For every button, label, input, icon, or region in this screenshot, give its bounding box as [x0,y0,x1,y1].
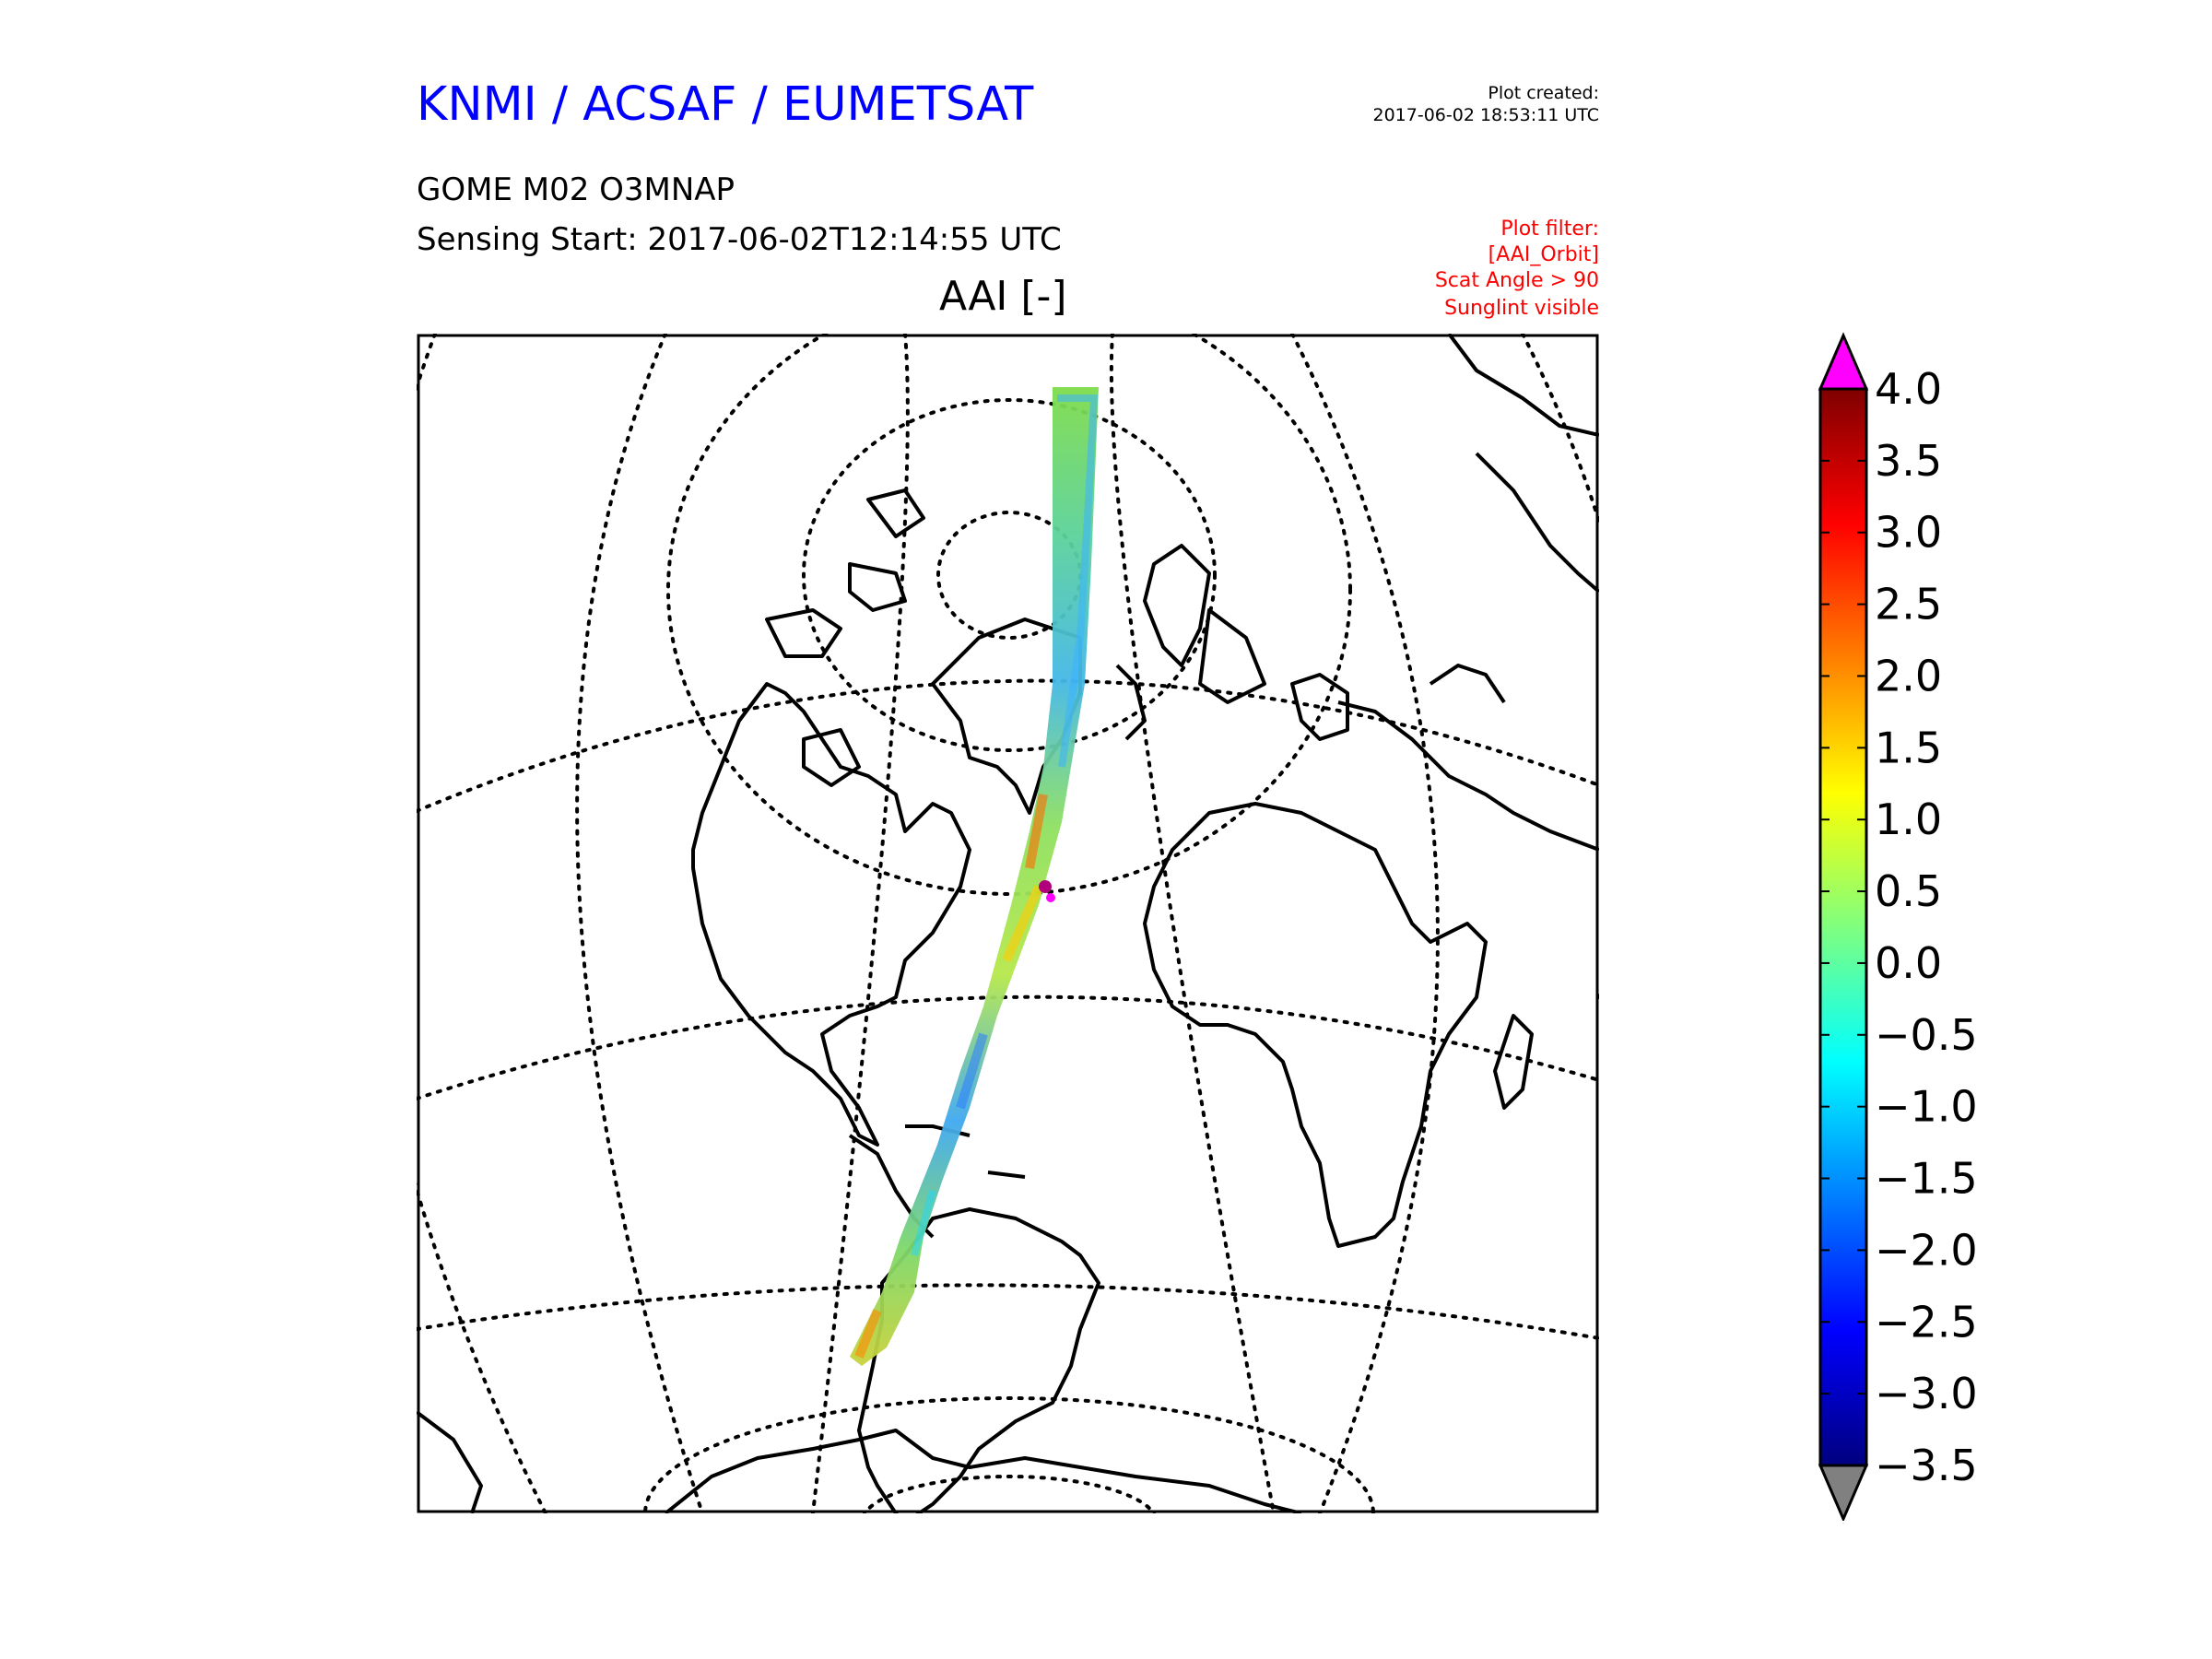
colorbar-tick-label: −2.0 [1875,1225,1978,1275]
colorbar-tick-label: 3.0 [1875,508,1942,558]
plot-filter-line: [AAI_Orbit] [1488,243,1599,266]
colorbar-tick-label: 1.5 [1875,723,1942,772]
plot-created-value: 2017-06-02 18:53:11 UTC [1372,105,1600,125]
map-border [417,334,1599,1513]
colorbar-tick-label: −0.5 [1875,1010,1978,1060]
graticule [417,334,1599,1513]
colorbar-gradient [1818,387,1868,1467]
plot-filter-line: Sunglint visible [1444,297,1599,320]
colorbar-tick-label: −1.0 [1875,1082,1978,1132]
plot-filter-line: Scat Angle > 90 [1434,269,1599,292]
colorbar-tick-label: 2.0 [1875,651,1942,700]
colorbar-over-arrow [1818,332,1869,391]
colorbar-tick-label: 0.0 [1875,938,1942,988]
map-panel [417,334,1599,1513]
colorbar-tick-label: 2.5 [1875,580,1942,629]
colorbar-tick-label: 4.0 [1875,364,1942,414]
product-name: GOME M02 O3MNAP [417,171,735,208]
colorbar-tick-label: −2.5 [1875,1297,1978,1347]
colorbar-tick-label: −3.0 [1875,1369,1978,1418]
plot-filter-line: Plot filter: [1500,218,1599,241]
sensing-start: Sensing Start: 2017-06-02T12:14:55 UTC [417,221,1062,258]
colorbar-tick-label: 0.5 [1875,866,1942,916]
plot-created-label: Plot created: [1488,83,1599,103]
colorbar-tick-label: −3.5 [1875,1441,1978,1490]
coastlines [417,334,1599,1513]
colorbar: 4.0 3.5 3.0 2.5 2.0 1.5 1.0 0.5 0.0 −0.5 −1.0 −1.5 −… [1818,332,1978,1521]
colorbar-under-arrow [1818,1464,1869,1521]
map-title: AAI [-] [939,273,1067,320]
colorbar-ticks: 4.0 3.5 3.0 2.5 2.0 1.5 1.0 0.5 0.0 −0.5 −1.0 −1.5 −… [1820,364,1978,1490]
aai-swath [850,387,1099,1366]
colorbar-tick-label: −1.5 [1875,1154,1978,1204]
colorbar-tick-label: 1.0 [1875,794,1942,844]
colorbar-tick-label: 3.5 [1875,436,1942,486]
org-title: KNMI / ACSAF / EUMETSAT [417,77,1034,132]
